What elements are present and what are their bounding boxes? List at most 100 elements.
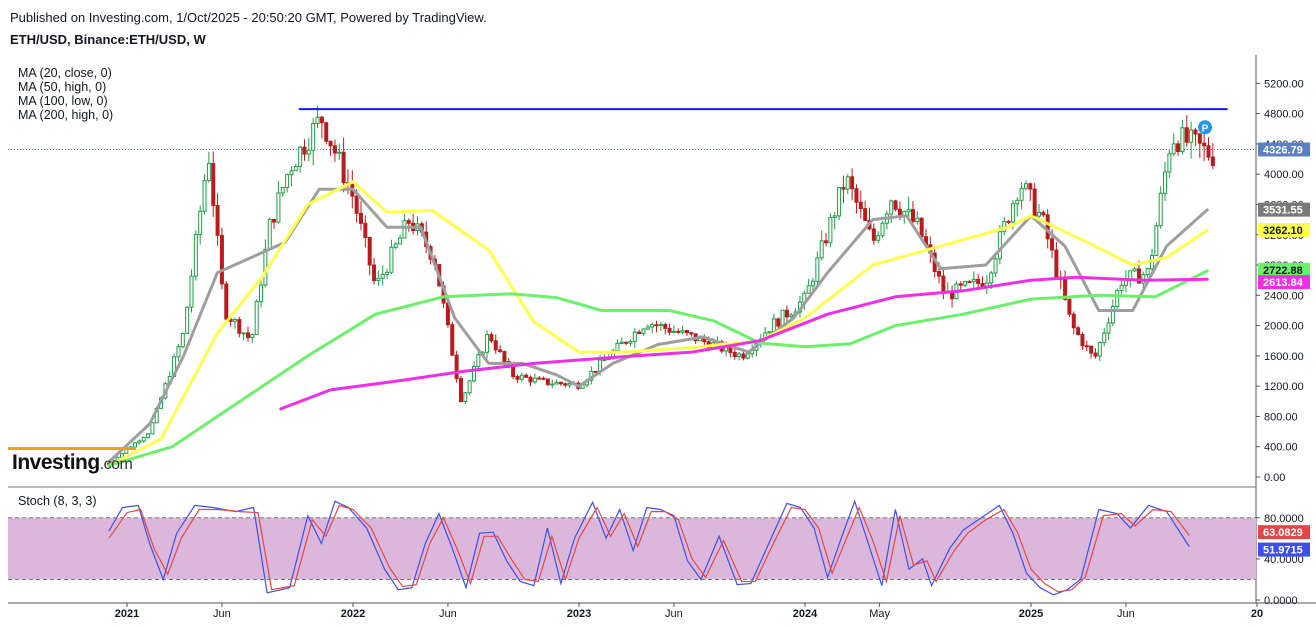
candle-body — [824, 240, 829, 244]
ma20-legend: MA (20, close, 0) — [18, 66, 112, 80]
candle-body — [332, 145, 337, 154]
candle-body — [185, 306, 190, 334]
candle-body — [737, 353, 742, 358]
ma50-line — [107, 180, 1209, 468]
candle-body — [402, 220, 407, 239]
candle-body — [245, 332, 250, 339]
candle-body — [845, 176, 850, 190]
candle-body — [1176, 143, 1181, 152]
candle-body — [250, 334, 255, 339]
candle-body — [654, 324, 659, 327]
candle-body — [1054, 249, 1059, 278]
candle-body — [146, 433, 151, 438]
candle-body — [467, 380, 472, 394]
ma200-line — [279, 275, 1209, 411]
candle-body — [328, 140, 333, 147]
candle-body — [1015, 199, 1020, 205]
candle-body — [780, 309, 785, 327]
logo-suffix: .com — [99, 456, 133, 473]
y-tick-label: 5200.00 — [1264, 78, 1304, 90]
candle-body — [897, 208, 902, 217]
candle-body — [767, 331, 772, 334]
candle-body — [476, 354, 481, 368]
candle-body — [1106, 322, 1111, 334]
candle-body — [1145, 268, 1150, 276]
candle-body — [232, 319, 237, 322]
logo-accent-bar — [8, 447, 136, 450]
candle-body — [519, 374, 524, 380]
candle-body — [593, 370, 598, 373]
y-tick-label: 1200.00 — [1264, 381, 1304, 393]
candle-body — [745, 353, 750, 359]
candle-body — [1097, 342, 1102, 357]
candle-body — [289, 170, 294, 176]
logo-main: Investing — [12, 451, 100, 474]
ma200-legend: MA (200, high, 0) — [18, 108, 114, 122]
x-tick-label: Jun — [665, 608, 683, 620]
candle-body — [680, 330, 685, 333]
candle-body — [393, 243, 398, 248]
candle-body — [971, 278, 976, 283]
candle-body — [910, 209, 915, 223]
candle-body — [1076, 327, 1081, 336]
candle-body — [671, 330, 676, 333]
candle-body — [967, 281, 972, 284]
p-marker-icon — [1198, 120, 1213, 135]
candle-body — [1136, 268, 1141, 284]
published-caption: Published on Investing.com, 1/Oct/2025 -… — [10, 10, 487, 25]
stoch-value-text: 63.0829 — [1263, 527, 1303, 539]
price-label-text: 3262.10 — [1263, 225, 1303, 237]
candle-body — [667, 327, 672, 333]
candle-body — [632, 331, 637, 342]
candle-body — [1132, 268, 1137, 272]
candle-body — [189, 275, 194, 308]
candle-body — [641, 328, 646, 335]
y-tick-label: 400.00 — [1264, 442, 1298, 454]
candle-body — [1202, 142, 1207, 147]
candle-body — [854, 188, 859, 203]
candle-body — [1184, 127, 1189, 143]
candle-body — [458, 378, 463, 402]
candle-body — [285, 174, 290, 188]
candle-body — [1036, 211, 1041, 217]
candle-body — [302, 146, 307, 155]
candle-body — [1193, 129, 1198, 135]
candle-body — [180, 332, 185, 348]
stoch-tick-label: 40.0000 — [1264, 554, 1304, 566]
candle-body — [1093, 352, 1098, 357]
candle-body — [650, 324, 655, 328]
candle-body — [997, 231, 1002, 260]
symbol-title: ETH/USD, Binance:ETH/USD, W — [10, 32, 206, 47]
price-label-bg — [1258, 142, 1310, 157]
candle-body — [215, 204, 220, 236]
candle-body — [789, 314, 794, 318]
candle-body — [989, 272, 994, 284]
candle-body — [1110, 305, 1115, 324]
candle-body — [132, 442, 137, 448]
candle-body — [202, 180, 207, 212]
candle-body — [615, 342, 620, 352]
y-tick-label: 2000.00 — [1264, 321, 1304, 333]
candle-body — [263, 248, 268, 286]
candle-body — [919, 217, 924, 238]
candle-body — [311, 123, 316, 151]
candle-body — [454, 354, 459, 380]
candle-body — [771, 318, 776, 333]
candle-body — [937, 271, 942, 277]
x-tick-label: 2024 — [793, 608, 818, 620]
candle-body — [1167, 153, 1172, 173]
candle-body — [1163, 171, 1168, 194]
candle-body — [658, 323, 663, 327]
candle-body — [541, 377, 546, 380]
candle-body — [267, 219, 272, 250]
candle-body — [871, 228, 876, 241]
x-tick-label: May — [869, 608, 890, 620]
candle-body — [380, 273, 385, 279]
x-tick-label: Jun — [213, 608, 231, 620]
candle-body — [828, 217, 833, 244]
candle-body — [298, 146, 303, 167]
candle-body — [863, 208, 868, 221]
price-label-text: 2722.88 — [1263, 265, 1303, 277]
candle-body — [741, 353, 746, 359]
